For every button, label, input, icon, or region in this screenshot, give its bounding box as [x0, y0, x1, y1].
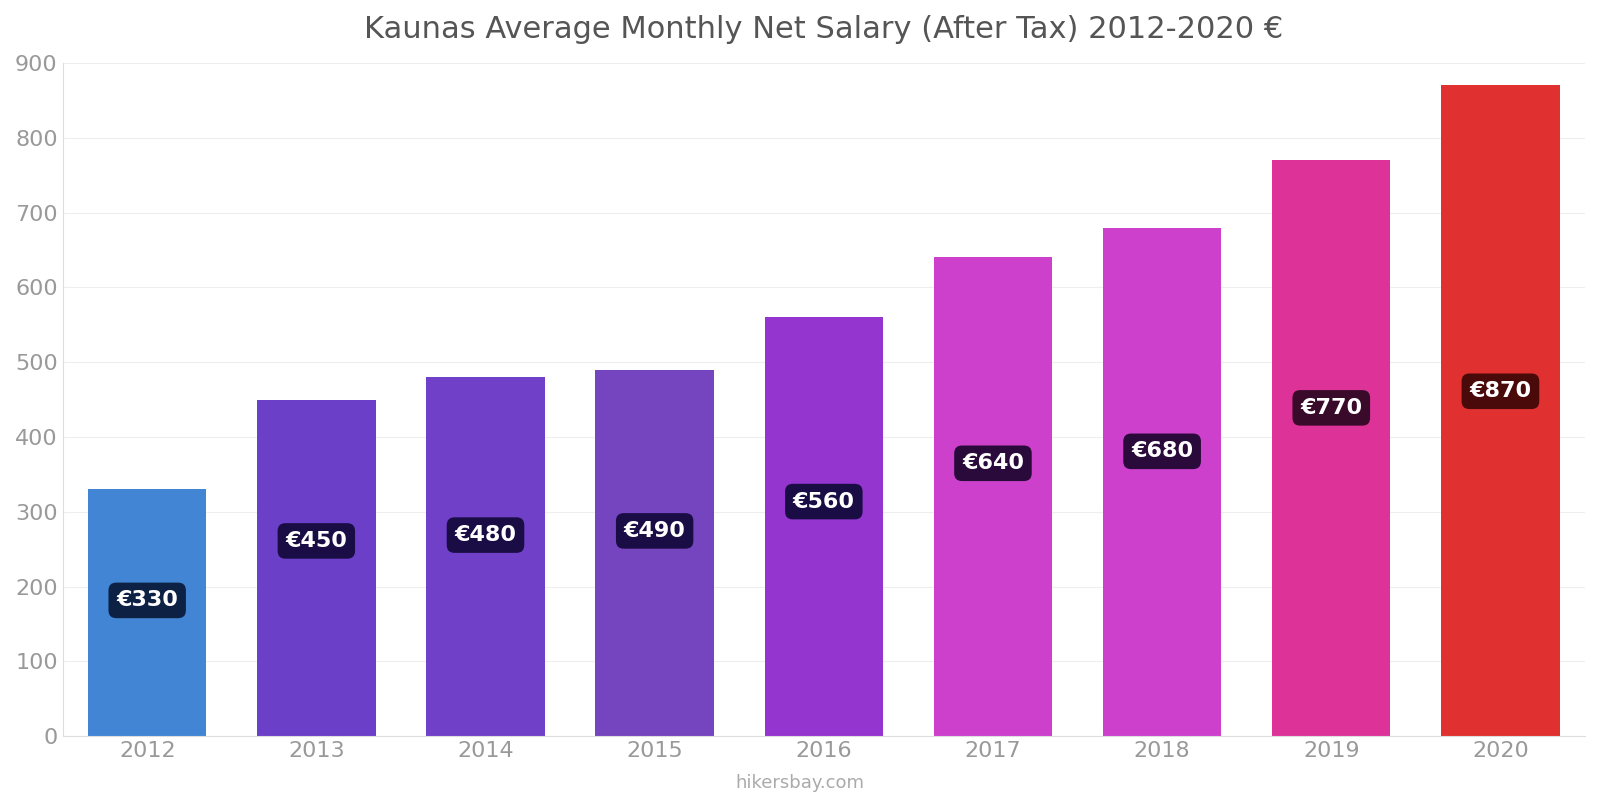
Text: €640: €640 [962, 454, 1024, 474]
Text: €770: €770 [1301, 398, 1362, 418]
Bar [1442, 86, 1560, 736]
Text: €450: €450 [285, 531, 347, 551]
Text: €680: €680 [1131, 442, 1194, 462]
Bar [934, 258, 1053, 736]
Bar [426, 377, 544, 736]
Bar [1272, 160, 1390, 736]
Bar [765, 318, 883, 736]
Title: Kaunas Average Monthly Net Salary (After Tax) 2012-2020 €: Kaunas Average Monthly Net Salary (After… [365, 15, 1283, 44]
Text: €330: €330 [117, 590, 178, 610]
Bar [88, 490, 206, 736]
Bar [1102, 227, 1221, 736]
Bar [258, 399, 376, 736]
Bar [595, 370, 714, 736]
Text: hikersbay.com: hikersbay.com [736, 774, 864, 792]
Text: €490: €490 [624, 521, 685, 541]
Text: €480: €480 [454, 525, 517, 545]
Text: €870: €870 [1469, 382, 1531, 402]
Text: €560: €560 [794, 491, 854, 511]
